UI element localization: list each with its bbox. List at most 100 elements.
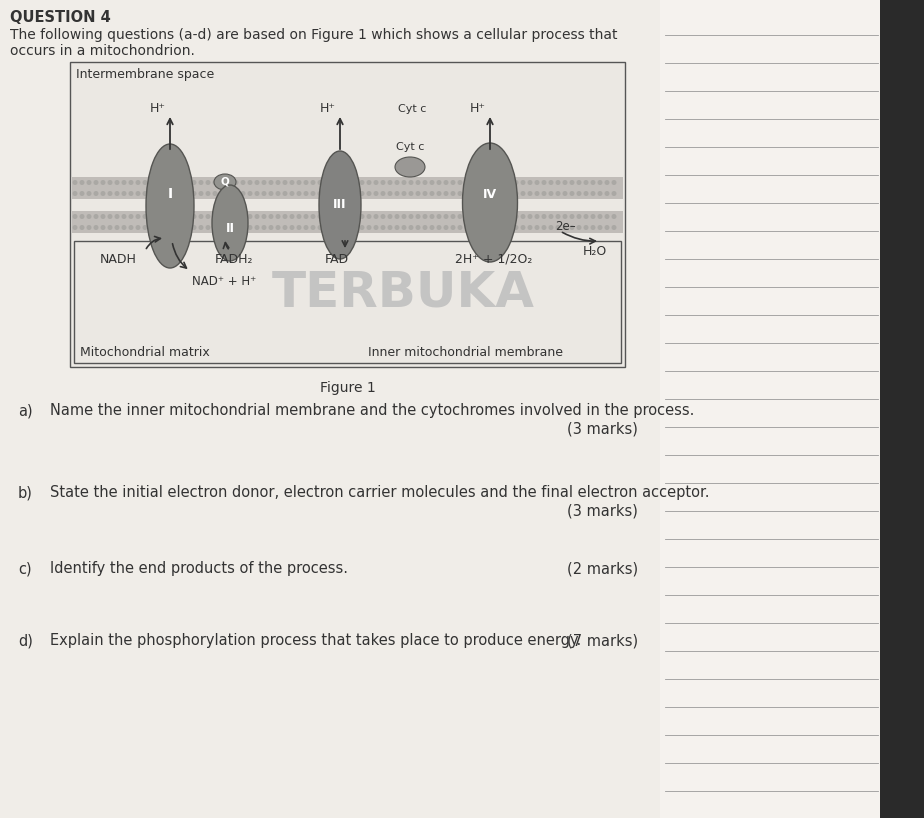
Circle shape — [107, 180, 113, 185]
Circle shape — [324, 225, 330, 230]
Circle shape — [254, 180, 260, 185]
Bar — [70, 62, 625, 367]
Circle shape — [142, 180, 148, 185]
Circle shape — [79, 214, 84, 219]
Circle shape — [352, 180, 358, 185]
Circle shape — [283, 180, 287, 185]
Circle shape — [492, 214, 497, 219]
Circle shape — [604, 191, 610, 196]
Text: H⁺: H⁺ — [470, 102, 486, 115]
Circle shape — [261, 214, 266, 219]
Circle shape — [303, 180, 309, 185]
Circle shape — [205, 225, 211, 230]
Circle shape — [346, 191, 350, 196]
Circle shape — [254, 225, 260, 230]
Circle shape — [514, 225, 518, 230]
Circle shape — [465, 191, 469, 196]
Circle shape — [583, 225, 589, 230]
Circle shape — [150, 214, 154, 219]
Bar — [72, 177, 623, 199]
Circle shape — [332, 214, 336, 219]
Text: Name the inner mitochondrial membrane and the cytochromes involved in the proces: Name the inner mitochondrial membrane an… — [50, 403, 694, 418]
Circle shape — [577, 180, 581, 185]
Circle shape — [164, 191, 168, 196]
Circle shape — [220, 191, 225, 196]
Circle shape — [541, 225, 546, 230]
Circle shape — [604, 214, 610, 219]
Circle shape — [359, 180, 364, 185]
Circle shape — [93, 214, 99, 219]
Text: Inner mitochondrial membrane: Inner mitochondrial membrane — [368, 347, 563, 359]
Circle shape — [569, 180, 575, 185]
Circle shape — [79, 191, 84, 196]
Circle shape — [514, 180, 518, 185]
Text: IV: IV — [483, 188, 497, 201]
Circle shape — [416, 191, 420, 196]
Circle shape — [422, 225, 428, 230]
Circle shape — [283, 214, 287, 219]
Circle shape — [234, 191, 238, 196]
Circle shape — [171, 214, 176, 219]
Circle shape — [248, 214, 252, 219]
Circle shape — [612, 180, 616, 185]
Circle shape — [471, 191, 477, 196]
Text: Intermembrane space: Intermembrane space — [76, 68, 214, 81]
Circle shape — [338, 225, 344, 230]
Circle shape — [164, 225, 168, 230]
Circle shape — [191, 214, 197, 219]
Circle shape — [528, 191, 532, 196]
Circle shape — [583, 214, 589, 219]
Text: NADH: NADH — [100, 253, 137, 266]
Circle shape — [422, 180, 428, 185]
Circle shape — [471, 225, 477, 230]
Ellipse shape — [319, 151, 361, 259]
Circle shape — [269, 180, 274, 185]
Circle shape — [500, 191, 505, 196]
Circle shape — [177, 225, 183, 230]
Circle shape — [534, 180, 540, 185]
Circle shape — [479, 214, 483, 219]
Circle shape — [598, 214, 602, 219]
Circle shape — [213, 191, 217, 196]
Circle shape — [598, 191, 602, 196]
Circle shape — [72, 191, 78, 196]
Circle shape — [604, 225, 610, 230]
Circle shape — [205, 191, 211, 196]
Text: (2 marks): (2 marks) — [567, 561, 638, 576]
Circle shape — [234, 180, 238, 185]
Circle shape — [332, 191, 336, 196]
Text: I: I — [167, 187, 173, 201]
Circle shape — [199, 225, 203, 230]
Circle shape — [612, 225, 616, 230]
Circle shape — [465, 180, 469, 185]
Circle shape — [563, 180, 567, 185]
Circle shape — [541, 180, 546, 185]
Circle shape — [520, 225, 526, 230]
Text: II: II — [225, 222, 235, 235]
Circle shape — [220, 225, 225, 230]
Circle shape — [534, 214, 540, 219]
Circle shape — [549, 191, 553, 196]
Circle shape — [101, 214, 105, 219]
Circle shape — [115, 214, 119, 219]
Circle shape — [569, 191, 575, 196]
Circle shape — [324, 180, 330, 185]
Circle shape — [465, 214, 469, 219]
Circle shape — [346, 214, 350, 219]
Circle shape — [569, 214, 575, 219]
Circle shape — [395, 225, 399, 230]
Text: State the initial electron donor, electron carrier molecules and the final elect: State the initial electron donor, electr… — [50, 485, 710, 500]
Circle shape — [115, 180, 119, 185]
Circle shape — [72, 214, 78, 219]
Circle shape — [156, 180, 162, 185]
Circle shape — [430, 191, 434, 196]
Circle shape — [338, 191, 344, 196]
Circle shape — [87, 225, 91, 230]
Circle shape — [142, 214, 148, 219]
Text: b): b) — [18, 485, 33, 500]
Circle shape — [402, 214, 407, 219]
Circle shape — [367, 191, 371, 196]
Circle shape — [72, 180, 78, 185]
Circle shape — [128, 191, 133, 196]
Circle shape — [500, 180, 505, 185]
